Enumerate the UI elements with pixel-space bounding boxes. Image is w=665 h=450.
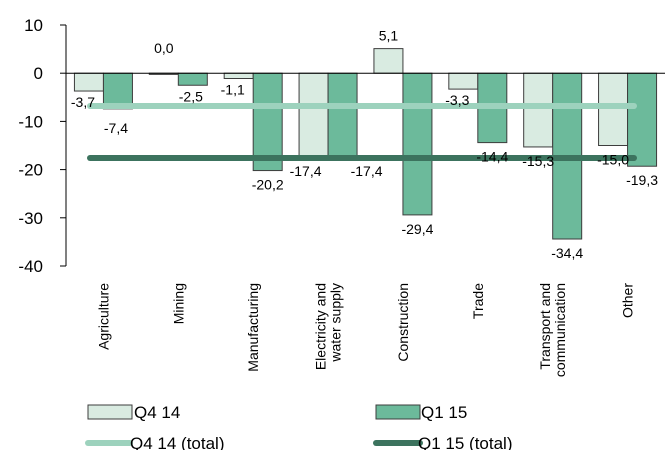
data-label-q4-14: -3,3 (445, 92, 469, 108)
data-label-q4-14: -3,7 (71, 94, 95, 110)
data-label-q4-14: -17,4 (290, 163, 322, 179)
bar-q1-15-3 (252, 72, 283, 172)
category-label: Agriculture (95, 283, 111, 350)
bar-q4-14-4 (298, 72, 329, 158)
bar-q4-14-7 (523, 72, 554, 148)
data-label-q4-14: -15,3 (522, 153, 554, 169)
data-label-q1-15: -29,4 (401, 221, 433, 237)
category-label: Mining (170, 283, 186, 324)
data-label-q1-15: -17,4 (351, 163, 383, 179)
y-tick-label: -10 (18, 112, 43, 131)
data-label-q1-15: -34,4 (551, 245, 583, 261)
y-tick-label: -20 (18, 161, 43, 180)
category-label: communication (552, 283, 568, 377)
bar-q1-15-8 (627, 72, 658, 167)
y-tick-label: 0 (34, 64, 43, 83)
category-label: water supply (328, 283, 344, 363)
data-label-q4-14: -15,0 (597, 152, 629, 168)
category-labels-layer: Agriculture Mining Manufacturing Electricit… (95, 283, 635, 377)
category-label: Manufacturing (245, 283, 261, 372)
data-label-q1-15: -7,4 (104, 120, 128, 136)
data-label-q1-15: -20,2 (252, 177, 284, 193)
legend-swatch-q4-14 (87, 404, 133, 420)
bar-q4-14-8 (598, 72, 629, 146)
category-label: Electricity and (313, 283, 329, 370)
bar-q1-15-1 (102, 72, 133, 110)
data-label-q4-14: 0,0 (154, 40, 174, 56)
bar-q4-14-1 (73, 72, 104, 92)
data-label-q4-14: -1,1 (221, 82, 245, 98)
bar-q1-15-2 (177, 72, 208, 86)
data-label-q1-15: -19,3 (626, 172, 658, 188)
data-labels-layer: -3,7 -7,4 0,0 -2,5 -1,1 -20,2 -17,4 -17,4 5,1 -29… (71, 28, 658, 261)
bar-q1-15-5 (402, 72, 433, 216)
bars-layer (73, 48, 658, 240)
y-tick-label: 10 (24, 16, 43, 35)
category-label: Transport and (537, 283, 553, 370)
legend-label-q4-14: Q4 14 (134, 403, 180, 422)
category-label: Trade (470, 283, 486, 319)
legend-swatch-q1-15 (375, 404, 421, 420)
data-label-q4-14: 5,1 (379, 28, 399, 44)
legend-label-q1-15: Q1 15 (421, 403, 467, 422)
bar-q4-14-3 (223, 72, 254, 80)
y-tick-label: -30 (18, 209, 43, 228)
axes-layer: 10 0 -10 -20 -30 -40 (18, 16, 665, 276)
legend-label-q4-14-total: Q4 14 (total) (130, 434, 225, 450)
data-label-q1-15: -14,4 (476, 149, 508, 165)
category-label: Other (620, 283, 636, 318)
total-lines-layer (87, 102, 637, 162)
bar-q4-14-5 (373, 48, 404, 74)
bar-q1-15-4 (327, 72, 358, 158)
bar-q4-14-6 (448, 72, 479, 90)
category-label: Construction (395, 283, 411, 362)
data-label-q1-15: -2,5 (179, 88, 203, 104)
legend-label-q1-15-total: Q1 15 (total) (418, 434, 513, 450)
legend: Q4 14 Q1 15 Q4 14 (total) Q1 15 (total) (85, 403, 513, 450)
y-tick-label: -40 (18, 257, 43, 276)
